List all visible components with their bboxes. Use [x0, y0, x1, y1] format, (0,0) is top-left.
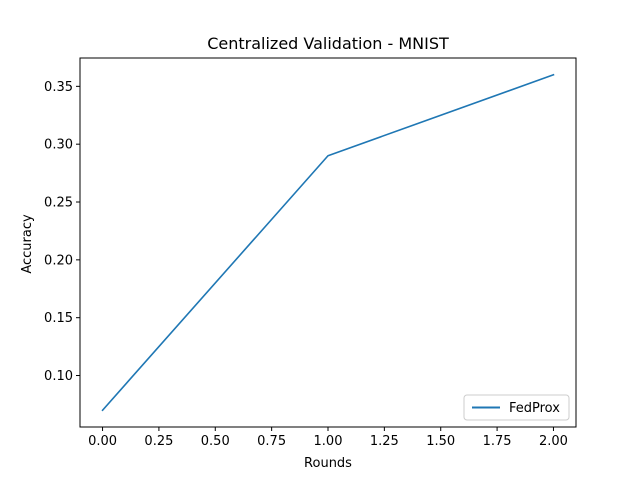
x-tick-label: 1.00 — [314, 434, 343, 449]
x-axis-title: Rounds — [304, 456, 352, 471]
x-tick-label: 0.75 — [257, 434, 286, 449]
legend: FedProx — [463, 394, 570, 421]
series-layer — [101, 73, 555, 412]
y-axis-title: Accuracy — [20, 214, 35, 274]
x-tick-label: 1.50 — [426, 434, 455, 449]
chart-title: Centralized Validation - MNIST — [207, 34, 449, 53]
y-tick-label: 0.15 — [44, 311, 73, 326]
x-tick-label: 0.25 — [144, 434, 173, 449]
y-tick-label: 0.30 — [44, 138, 73, 153]
y-tick-label: 0.10 — [44, 369, 73, 384]
x-tick-label: 0.50 — [201, 434, 230, 449]
y-tick-label: 0.20 — [44, 253, 73, 268]
plot-frame — [79, 57, 577, 428]
series-line-fedprox — [101, 73, 555, 412]
y-tick-label: 0.25 — [44, 196, 73, 211]
x-tick-label: 1.25 — [370, 434, 399, 449]
y-axis-ticks: 0.10 0.15 0.20 0.25 0.30 0.35 — [44, 80, 80, 384]
legend-box — [463, 394, 570, 421]
legend-label: FedProx — [509, 401, 560, 416]
y-tick-label: 0.35 — [44, 80, 73, 95]
x-axis-ticks: 0.00 0.25 0.50 0.75 1.00 1.25 1.50 1.75 2.00 — [88, 427, 568, 449]
x-tick-label: 2.00 — [539, 434, 568, 449]
x-tick-label: 0.00 — [88, 434, 117, 449]
x-tick-label: 1.75 — [483, 434, 512, 449]
